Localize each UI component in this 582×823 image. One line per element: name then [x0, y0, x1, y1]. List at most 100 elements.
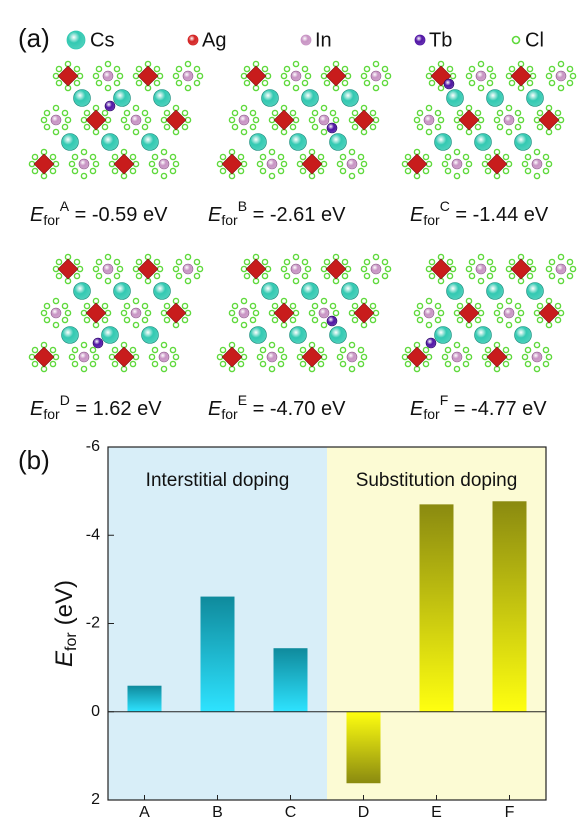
cl-atom	[194, 259, 199, 264]
cl-atom	[478, 61, 483, 66]
cl-atom	[485, 347, 490, 352]
tb-atom	[327, 316, 337, 326]
cl-atom	[284, 273, 289, 278]
cl-atom	[370, 303, 375, 308]
cl-atom	[244, 273, 249, 278]
cl-atom	[130, 154, 135, 159]
cl-atom	[364, 66, 369, 71]
in-atom	[532, 159, 542, 169]
cl-atom	[358, 168, 363, 173]
cl-atom	[72, 154, 77, 159]
cl-atom	[447, 273, 452, 278]
cl-atom	[284, 66, 289, 71]
cl-atom	[112, 347, 117, 352]
legend-label: Tb	[429, 29, 452, 51]
cl-atom	[72, 347, 77, 352]
cl-atom	[426, 298, 431, 303]
cl-atom	[72, 168, 77, 173]
superscript: D	[60, 392, 70, 408]
cl-atom	[342, 259, 347, 264]
symbol: E	[208, 398, 222, 420]
cl-atom	[549, 66, 554, 71]
cl-atom	[170, 347, 175, 352]
cl-atom	[84, 303, 89, 308]
in-atom	[159, 352, 169, 362]
cs-atom	[74, 90, 91, 107]
cl-atom	[81, 342, 86, 347]
cl-atom	[90, 168, 95, 173]
cl-atom	[490, 73, 495, 78]
cl-atom	[176, 66, 181, 71]
cl-atom	[302, 273, 307, 278]
cl-atom	[133, 322, 138, 327]
in-atom	[452, 352, 462, 362]
cl-atom	[382, 80, 387, 85]
cl-atom	[102, 317, 107, 322]
formation-energy-label: EforC = -1.44 eV	[410, 198, 549, 228]
cl-atom	[340, 347, 345, 352]
cl-atom	[293, 85, 298, 90]
region-label: Substitution doping	[356, 470, 518, 491]
cl-atom	[93, 354, 98, 359]
cl-atom	[475, 303, 480, 308]
cl-atom	[445, 361, 450, 366]
equation: = -1.44 eV	[450, 204, 549, 226]
cl-atom	[90, 154, 95, 159]
cl-atom	[300, 168, 305, 173]
cs-atom	[250, 327, 267, 344]
cl-atom	[457, 303, 462, 308]
in-atom	[476, 71, 486, 81]
cl-atom	[558, 278, 563, 283]
cl-atom	[318, 347, 323, 352]
cl-atom	[487, 273, 492, 278]
crystal-structure	[29, 254, 202, 371]
cl-atom	[478, 278, 483, 283]
cl-atom	[194, 66, 199, 71]
cl-atom	[382, 66, 387, 71]
cs-atom	[114, 90, 131, 107]
cl-atom	[342, 80, 347, 85]
cs-atom	[515, 134, 532, 151]
cl-atom	[373, 85, 378, 90]
cl-atom	[534, 342, 539, 347]
cl-atom	[318, 361, 323, 366]
cl-atom	[300, 347, 305, 352]
in-atom	[131, 308, 141, 318]
cl-atom	[133, 105, 138, 110]
cl-atom	[497, 303, 502, 308]
cl-atom	[324, 259, 329, 264]
region-label: Interstitial doping	[146, 470, 290, 491]
legend-marker	[67, 31, 85, 49]
formation-energy-label: EforD = 1.62 eV	[30, 392, 162, 422]
cl-atom	[272, 317, 277, 322]
cl-atom	[349, 173, 354, 178]
cl-atom	[534, 366, 539, 371]
cl-atom	[537, 303, 542, 308]
cl-atom	[96, 273, 101, 278]
cl-atom	[164, 303, 169, 308]
cs-atom	[154, 283, 171, 300]
bar	[493, 501, 527, 711]
subscript: for	[43, 212, 60, 228]
cl-atom	[305, 266, 310, 271]
cl-atom	[124, 110, 129, 115]
cl-atom	[435, 303, 440, 308]
cl-atom	[358, 361, 363, 366]
symbol: E	[30, 398, 44, 420]
subscript: for	[221, 212, 238, 228]
cl-atom	[84, 110, 89, 115]
cl-atom	[515, 110, 520, 115]
cl-atom	[41, 310, 46, 315]
cl-atom	[300, 154, 305, 159]
cl-atom	[463, 347, 468, 352]
cl-atom	[382, 273, 387, 278]
cl-atom	[69, 354, 74, 359]
cl-atom	[324, 66, 329, 71]
cl-atom	[56, 80, 61, 85]
cs-atom	[515, 327, 532, 344]
cl-atom	[241, 298, 246, 303]
cs-atom	[447, 283, 464, 300]
cl-atom	[454, 149, 459, 154]
cl-atom	[121, 117, 126, 122]
cl-atom	[337, 354, 342, 359]
